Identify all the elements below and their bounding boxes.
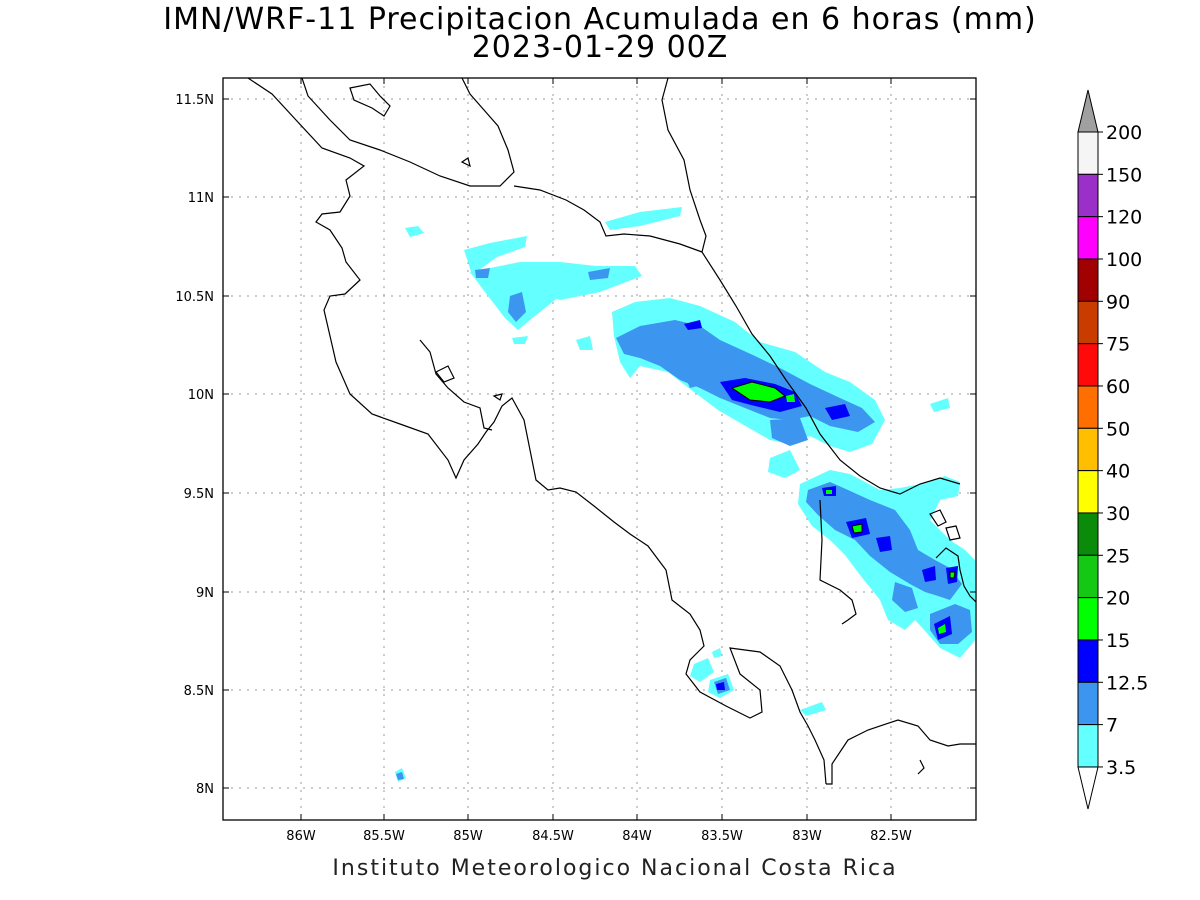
colorbar-cell <box>1077 131 1099 175</box>
map-frame <box>222 77 977 821</box>
colorbar-cell <box>1077 173 1099 218</box>
colorbar-cell <box>1077 724 1099 768</box>
x-tick-label: 83W <box>792 829 822 844</box>
colorbar-labels: 200 150 120 100 90 75 60 50 40 30 25 20 15 12.5 7 3.5 <box>1098 122 1148 779</box>
x-tick-label: 85W <box>453 829 483 844</box>
y-tick-label: 10N <box>188 388 214 403</box>
y-tick-label: 10.5N <box>175 290 214 305</box>
colorbar-cell <box>1077 597 1099 641</box>
colorbar-over-arrow <box>1077 89 1099 133</box>
x-tick-label: 84.5W <box>532 829 574 844</box>
colorbar-label: 90 <box>1106 291 1130 313</box>
colorbar-cell <box>1077 427 1099 472</box>
footer-credit: Instituto Meteorologico Nacional Costa R… <box>332 856 898 881</box>
x-tick-label: 84W <box>622 829 652 844</box>
y-tick-label: 8N <box>196 782 214 797</box>
colorbar-under-arrow <box>1077 766 1099 810</box>
colorbar-cell <box>1077 639 1099 683</box>
map-subtitle: 2023-01-29 00Z <box>471 30 729 65</box>
colorbar-cell <box>1077 300 1099 345</box>
coastlines-borders <box>247 78 976 785</box>
y-tick-label: 11N <box>188 191 214 206</box>
y-tick-label: 11.5N <box>175 93 214 108</box>
colorbar-label: 120 <box>1106 207 1142 229</box>
colorbar-label: 75 <box>1106 334 1130 356</box>
graticule <box>223 78 976 820</box>
x-tick-label: 82.5W <box>870 829 912 844</box>
colorbar-label: 7 <box>1106 715 1118 737</box>
y-tick-labels: 11.5N 11N 10.5N 10N 9.5N 9N 8.5N 8N <box>175 93 214 797</box>
colorbar-label: 200 <box>1106 122 1142 144</box>
colorbar-label: 100 <box>1106 249 1142 271</box>
axis-ticks <box>223 78 976 820</box>
colorbar-label: 150 <box>1106 164 1142 186</box>
x-tick-label: 85.5W <box>363 829 405 844</box>
colorbar-cells <box>1077 131 1099 768</box>
colorbar-cell <box>1077 216 1099 260</box>
colorbar-cell <box>1077 512 1099 556</box>
colorbar-cell <box>1077 343 1099 387</box>
x-tick-label: 83.5W <box>701 829 743 844</box>
colorbar-label: 3.5 <box>1106 757 1136 779</box>
x-tick-label: 86W <box>286 829 316 844</box>
y-tick-label: 9N <box>196 586 214 601</box>
colorbar-label: 50 <box>1106 418 1130 440</box>
y-tick-label: 9.5N <box>184 487 214 502</box>
colorbar-label: 60 <box>1106 376 1130 398</box>
y-tick-label: 8.5N <box>184 684 214 699</box>
colorbar-cell <box>1077 258 1099 302</box>
colorbar-cell <box>1077 681 1099 726</box>
colorbar-cell <box>1077 470 1099 514</box>
x-tick-labels: 86W 85.5W 85W 84.5W 84W 83.5W 83W 82.5W <box>286 829 912 844</box>
colorbar-label: 25 <box>1106 545 1130 567</box>
colorbar-label: 20 <box>1106 588 1130 610</box>
colorbar-cell <box>1077 554 1099 599</box>
colorbar-label: 15 <box>1106 630 1130 652</box>
precipitation-field <box>395 207 975 782</box>
colorbar-cell <box>1077 385 1099 429</box>
colorbar-label: 40 <box>1106 461 1130 483</box>
colorbar-label: 30 <box>1106 503 1130 525</box>
colorbar-label: 12.5 <box>1106 672 1148 694</box>
colorbar: 200 150 120 100 90 75 60 50 40 30 25 20 15 12.5 7 3.5 <box>1077 89 1148 810</box>
map-title: IMN/WRF-11 Precipitacion Acumulada en 6 … <box>163 2 1037 37</box>
